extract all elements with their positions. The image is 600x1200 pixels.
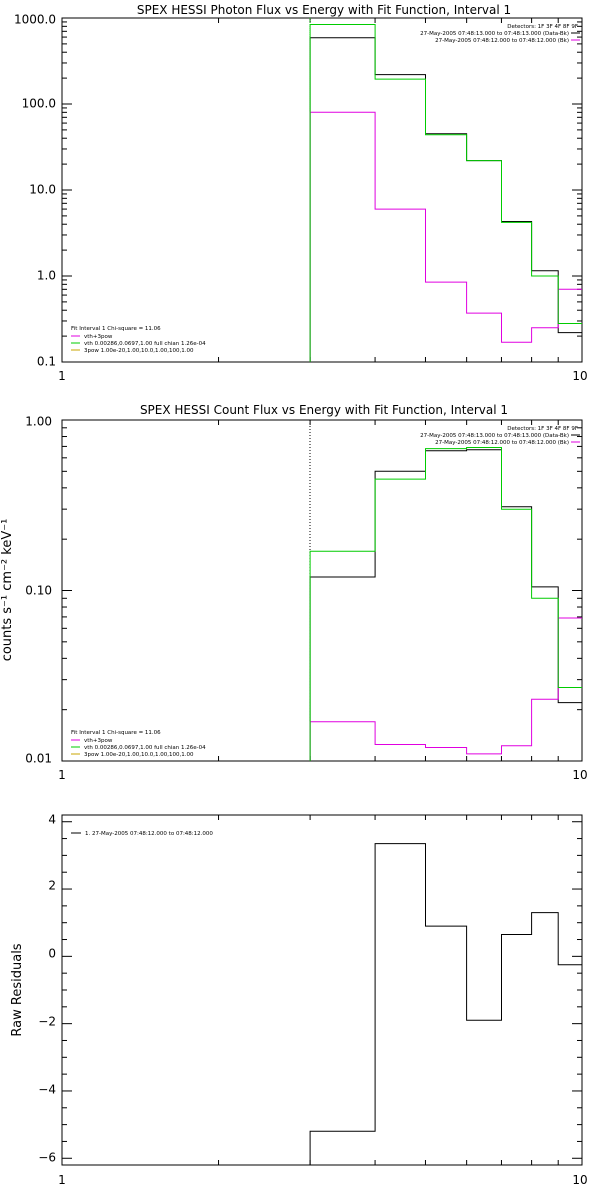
count-flux-info-line: 27-May-2005 07:48:12.000 to 07:48:12.000… [435,440,569,446]
photon-flux-y-tick-label: 0.1 [37,355,56,369]
photon-flux-data-series [309,37,582,362]
count-flux-info-line: 27-May-2005 07:48:13.000 to 07:48:13.000… [420,433,569,439]
photon-flux-background-series [309,111,582,362]
count-flux-fit-legend-line: 3pow 1.00e-20,1.00,10.0,1.00,100,1.00 [84,752,194,758]
photon-flux-y-tick-label: 10.0 [29,183,56,197]
count-flux-fit-legend-line: vth 0.00286,0.0697,1.00 full chian 1.26e… [84,745,206,751]
count-flux-panel: SPEX HESSI Count Flux vs Energy with Fit… [0,403,588,782]
count-flux-data-series [309,449,582,761]
residuals-x-tick-label: 1 [58,1173,66,1187]
count-flux-axis-ticks [61,419,583,762]
residuals-y-tick-label: 4 [48,813,56,827]
count-flux-y-tick-label: 0.10 [25,584,52,598]
photon-flux-axis-ticks [61,17,583,363]
residuals-y-tick-label: 0 [48,947,56,961]
residuals-y-axis-label: Raw Residuals [10,943,25,1036]
count-flux-y-axis-label: counts s⁻¹ cm⁻² keV⁻¹ [0,519,15,662]
count-flux-y-tick-label: 0.01 [25,752,52,766]
photon-flux-fit-legend-line: Fit Interval 1 Chi-square = 11.06 [71,326,161,332]
count-flux-fit-legend-line: vth+3pow [84,738,113,744]
residuals-axis-ticks [61,815,583,1165]
count-flux-fit-legend-line: Fit Interval 1 Chi-square = 11.06 [71,730,161,736]
count-flux-x-tick-label: 1 [58,768,66,782]
photon-flux-y-tick-label: 100.0 [22,97,56,111]
residuals-plot-frame [61,814,583,1166]
photon-flux-title: SPEX HESSI Photon Flux vs Energy with Fi… [137,3,511,17]
photon-flux-x-tick-label: 1 [58,369,66,383]
residuals-x-tick-label: 10 [572,1173,587,1187]
photon-flux-model-series [309,24,582,362]
residuals-y-tick-label: −4 [38,1083,56,1097]
count-flux-model-series [309,447,582,761]
residuals-legend-entry: 1. 27-May-2005 07:48:12.000 to 07:48:12.… [85,831,213,837]
photon-flux-x-tick-label: 10 [572,369,587,383]
photon-flux-info-line: Detectors: 1F 3F 4F 8F 9F [507,24,578,30]
residuals-y-tick-label: 2 [48,879,56,893]
photon-flux-fit-legend-line: vth+3pow [84,334,113,340]
photon-flux-fit-legend-line: vth 0.00286,0.0697,1.00 full chian 1.26e… [84,341,206,347]
residuals-y-tick-label: −6 [38,1151,56,1165]
count-flux-background-series [309,617,582,761]
residuals-series [309,843,582,1165]
photon-flux-info-line: 27-May-2005 07:48:12.000 to 07:48:12.000… [435,38,569,44]
photon-flux-panel: SPEX HESSI Photon Flux vs Energy with Fi… [14,3,588,383]
photon-flux-y-tick-label: 1.0 [37,269,56,283]
count-flux-y-tick-label: 1.00 [25,415,52,429]
count-flux-plot-frame [61,419,583,762]
count-flux-x-tick-label: 10 [572,768,587,782]
count-flux-info-line: Detectors: 1F 3F 4F 8F 9F [507,426,578,432]
residuals-y-tick-label: −2 [38,1015,56,1029]
photon-flux-fit-legend-line: 3pow 1.00e-20,1.00,10.0,1.00,100,1.00 [84,348,194,354]
photon-flux-info-line: 27-May-2005 07:48:13.000 to 07:48:13.000… [420,31,569,37]
residuals-panel: −6 −4 −2 0 2 4 1 10 Raw Residuals 1. 27-… [10,813,588,1188]
count-flux-title: SPEX HESSI Count Flux vs Energy with Fit… [140,403,508,417]
photon-flux-y-tick-label: 1000.0 [14,13,56,27]
photon-flux-plot-frame [61,17,583,363]
